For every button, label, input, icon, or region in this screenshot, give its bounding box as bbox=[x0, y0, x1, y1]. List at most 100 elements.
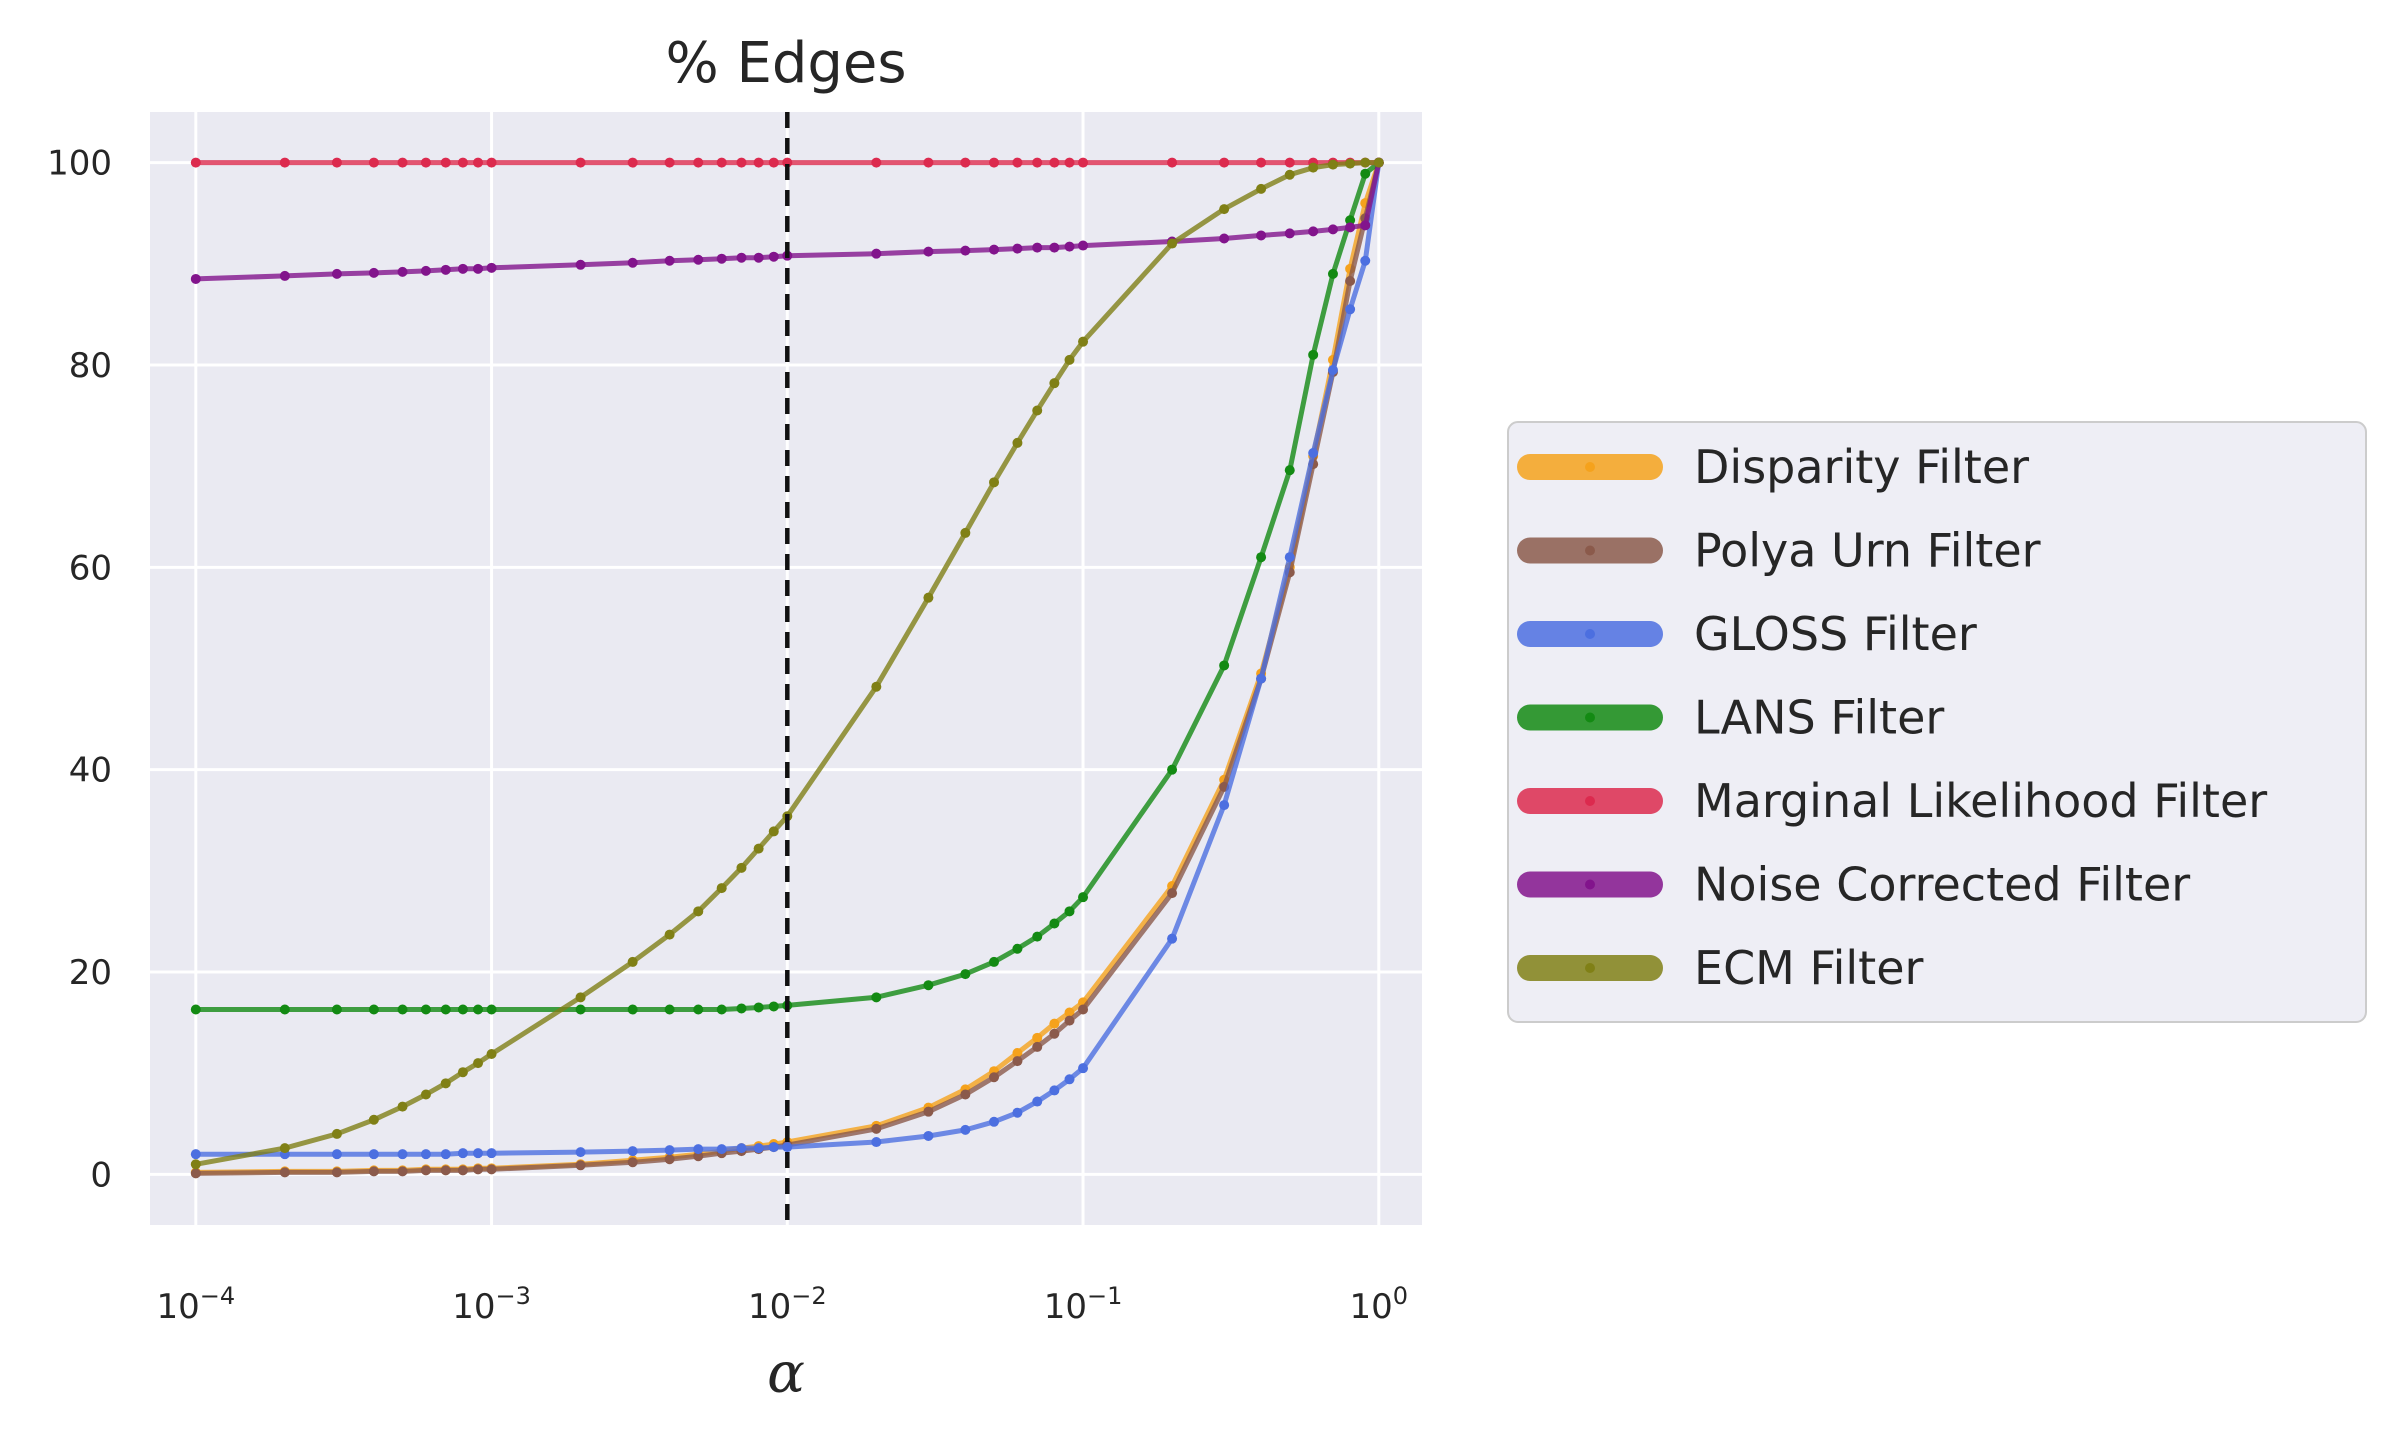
data-point bbox=[1049, 1018, 1060, 1029]
data-point bbox=[575, 1004, 586, 1015]
data-point bbox=[693, 157, 704, 168]
data-point bbox=[693, 1151, 704, 1162]
y-tick-label: 0 bbox=[90, 1155, 112, 1195]
data-point bbox=[753, 1002, 764, 1013]
data-point bbox=[368, 1004, 379, 1015]
data-point bbox=[1064, 241, 1075, 252]
data-point bbox=[960, 245, 971, 256]
data-point bbox=[1219, 204, 1230, 215]
y-tick-label: 40 bbox=[69, 751, 112, 791]
data-point bbox=[486, 1148, 497, 1159]
data-point bbox=[753, 157, 764, 168]
data-point bbox=[486, 1049, 497, 1060]
data-point bbox=[1078, 336, 1089, 347]
data-point bbox=[871, 1137, 882, 1148]
x-tick-label: 10−3 bbox=[452, 1282, 531, 1327]
data-point bbox=[368, 1166, 379, 1177]
data-point bbox=[397, 1149, 408, 1160]
legend-marker bbox=[1585, 629, 1595, 639]
data-point bbox=[768, 1001, 779, 1012]
data-point bbox=[1167, 157, 1178, 168]
data-point bbox=[716, 157, 727, 168]
data-point bbox=[279, 1004, 290, 1015]
data-point bbox=[368, 1149, 379, 1160]
data-point bbox=[627, 257, 638, 268]
data-point bbox=[1284, 157, 1295, 168]
data-point bbox=[1327, 365, 1338, 376]
data-point bbox=[627, 1004, 638, 1015]
data-point bbox=[1049, 378, 1060, 389]
data-point bbox=[768, 826, 779, 837]
data-point bbox=[1032, 1041, 1043, 1052]
data-point bbox=[1327, 268, 1338, 279]
data-point bbox=[989, 157, 1000, 168]
data-point bbox=[1078, 1004, 1089, 1015]
data-point bbox=[575, 1160, 586, 1171]
data-point bbox=[1032, 157, 1043, 168]
data-point bbox=[960, 1124, 971, 1135]
y-tick-labels: 0 20 40 60 80 100 bbox=[47, 144, 112, 1196]
data-point bbox=[871, 157, 882, 168]
y-tick-label: 20 bbox=[69, 953, 112, 993]
data-point bbox=[420, 157, 431, 168]
data-point bbox=[575, 1147, 586, 1158]
data-point bbox=[1256, 157, 1267, 168]
data-point bbox=[1284, 228, 1295, 239]
legend-items: Disparity Filter Polya Urn Filter GLOSS Fi… bbox=[1517, 440, 2267, 995]
data-point bbox=[1032, 1032, 1043, 1043]
legend-marker bbox=[1585, 879, 1595, 890]
data-point bbox=[1049, 918, 1060, 929]
x-tick-label: 100 bbox=[1350, 1282, 1409, 1327]
data-point bbox=[575, 992, 586, 1003]
data-point bbox=[420, 1004, 431, 1015]
legend-label: Polya Urn Filter bbox=[1694, 524, 2041, 578]
data-point bbox=[768, 251, 779, 262]
legend-marker bbox=[1585, 545, 1595, 556]
data-point bbox=[440, 264, 451, 275]
data-point bbox=[1012, 1056, 1023, 1067]
data-point bbox=[1032, 931, 1043, 942]
data-point bbox=[664, 1154, 675, 1165]
data-point bbox=[716, 883, 727, 894]
data-point bbox=[1219, 660, 1230, 671]
data-point bbox=[1078, 892, 1089, 903]
data-point bbox=[989, 244, 1000, 255]
data-point bbox=[1308, 162, 1319, 173]
data-point bbox=[457, 263, 468, 274]
data-point bbox=[627, 956, 638, 967]
data-point bbox=[753, 1143, 764, 1154]
data-point bbox=[190, 157, 201, 168]
data-point bbox=[664, 1145, 675, 1156]
data-point bbox=[1078, 157, 1089, 168]
data-point bbox=[473, 1004, 484, 1015]
data-point bbox=[279, 270, 290, 281]
data-point bbox=[1345, 304, 1356, 315]
data-point bbox=[1360, 168, 1371, 179]
data-point bbox=[693, 906, 704, 917]
data-point bbox=[1012, 943, 1023, 954]
data-point bbox=[190, 1159, 201, 1170]
x-tick-label: 10−1 bbox=[1044, 1282, 1123, 1327]
data-point bbox=[736, 862, 747, 873]
data-point bbox=[420, 1149, 431, 1160]
data-point bbox=[1345, 215, 1356, 226]
data-point bbox=[1064, 906, 1075, 917]
data-point bbox=[420, 1165, 431, 1176]
data-point bbox=[1064, 157, 1075, 168]
data-point bbox=[1049, 242, 1060, 253]
data-point bbox=[960, 527, 971, 538]
data-point bbox=[871, 1123, 882, 1134]
data-point bbox=[368, 267, 379, 278]
data-point bbox=[473, 1148, 484, 1159]
data-point bbox=[923, 157, 934, 168]
legend-marker bbox=[1585, 462, 1595, 472]
x-axis-label: α bbox=[767, 1341, 805, 1406]
data-point bbox=[190, 1168, 201, 1179]
data-point bbox=[1219, 157, 1230, 168]
data-point bbox=[1167, 238, 1178, 249]
data-point bbox=[1012, 157, 1023, 168]
data-point bbox=[871, 681, 882, 692]
data-point bbox=[440, 1078, 451, 1089]
data-point bbox=[1308, 349, 1319, 360]
legend-label: Disparity Filter bbox=[1694, 440, 2029, 494]
